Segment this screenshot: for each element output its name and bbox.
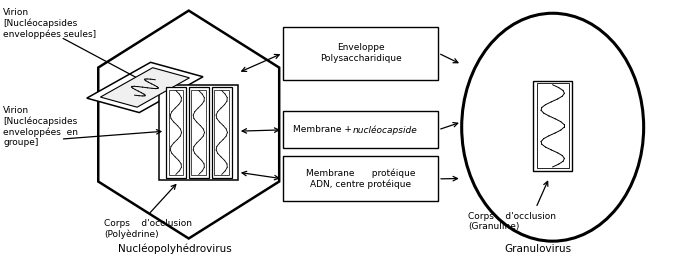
Text: Corps    d'occlusion
(Granuline): Corps d'occlusion (Granuline) <box>468 212 557 231</box>
Text: Membrane +: Membrane + <box>293 125 352 134</box>
Text: Membrane      protéique
ADN, centre protéique: Membrane protéique ADN, centre protéique <box>306 169 415 189</box>
Ellipse shape <box>462 13 644 241</box>
Polygon shape <box>533 81 572 171</box>
Polygon shape <box>212 87 232 178</box>
Polygon shape <box>100 68 189 107</box>
Polygon shape <box>166 87 186 178</box>
Text: Virion
[Nucléocapsides
enveloppées seules]: Virion [Nucléocapsides enveloppées seule… <box>3 8 96 39</box>
Polygon shape <box>168 90 183 175</box>
Polygon shape <box>283 156 438 201</box>
Polygon shape <box>98 11 279 238</box>
Polygon shape <box>214 90 229 175</box>
Polygon shape <box>283 26 438 80</box>
Polygon shape <box>159 85 239 180</box>
Text: Nucléopolyhédrovirus: Nucléopolyhédrovirus <box>118 244 232 254</box>
Text: Granulovirus: Granulovirus <box>504 244 572 254</box>
Text: Corps    d'occlusion
(Polyèdrine): Corps d'occlusion (Polyèdrine) <box>104 219 193 239</box>
Polygon shape <box>191 90 206 175</box>
Polygon shape <box>189 87 209 178</box>
Text: Virion
[Nucléocapsides
enveloppées  en
groupe]: Virion [Nucléocapsides enveloppées en gr… <box>3 106 78 147</box>
Text: Enveloppe
Polysaccharidique: Enveloppe Polysaccharidique <box>319 43 402 63</box>
Polygon shape <box>87 62 203 113</box>
Polygon shape <box>283 111 438 148</box>
Polygon shape <box>537 83 569 168</box>
Text: nucléocapside: nucléocapside <box>353 125 417 135</box>
